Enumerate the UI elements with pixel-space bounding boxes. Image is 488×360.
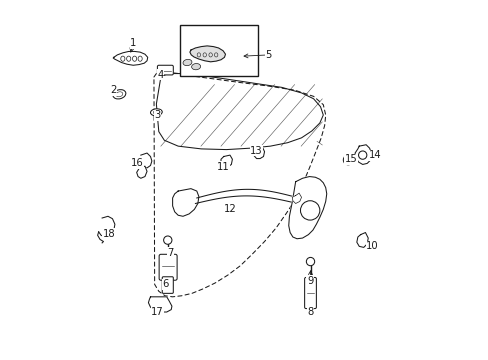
Text: 14: 14 xyxy=(368,150,381,160)
Polygon shape xyxy=(138,153,152,168)
Ellipse shape xyxy=(183,59,192,66)
Ellipse shape xyxy=(132,56,136,61)
Circle shape xyxy=(343,155,352,165)
Ellipse shape xyxy=(208,53,212,57)
Circle shape xyxy=(358,151,366,159)
Text: 12: 12 xyxy=(223,204,236,214)
Text: 6: 6 xyxy=(162,279,168,289)
Text: 8: 8 xyxy=(306,307,313,317)
Ellipse shape xyxy=(138,56,142,61)
Ellipse shape xyxy=(121,56,124,61)
Circle shape xyxy=(306,257,314,266)
Polygon shape xyxy=(113,51,147,65)
Ellipse shape xyxy=(214,53,218,57)
Text: 5: 5 xyxy=(265,50,271,60)
Polygon shape xyxy=(288,176,326,239)
Circle shape xyxy=(300,201,319,220)
Text: 4: 4 xyxy=(158,69,163,80)
Ellipse shape xyxy=(116,92,122,97)
FancyBboxPatch shape xyxy=(159,254,177,280)
Polygon shape xyxy=(99,216,115,237)
Ellipse shape xyxy=(150,109,162,116)
Ellipse shape xyxy=(113,90,125,99)
Polygon shape xyxy=(221,155,232,167)
FancyBboxPatch shape xyxy=(304,278,316,309)
Ellipse shape xyxy=(203,53,206,57)
Polygon shape xyxy=(189,46,225,62)
Ellipse shape xyxy=(126,56,130,61)
Text: 7: 7 xyxy=(167,248,173,257)
FancyBboxPatch shape xyxy=(162,277,173,293)
Polygon shape xyxy=(254,147,264,158)
Text: 16: 16 xyxy=(131,158,143,168)
Text: 11: 11 xyxy=(216,162,229,172)
Text: 17: 17 xyxy=(151,307,163,317)
Polygon shape xyxy=(136,166,147,178)
Text: 9: 9 xyxy=(306,276,313,286)
FancyBboxPatch shape xyxy=(157,65,173,75)
Text: 10: 10 xyxy=(366,241,378,251)
Polygon shape xyxy=(172,189,199,216)
Text: 18: 18 xyxy=(102,229,115,239)
Polygon shape xyxy=(292,193,301,203)
Polygon shape xyxy=(148,297,172,312)
Text: 1: 1 xyxy=(130,39,136,49)
Text: 3: 3 xyxy=(154,110,160,120)
Circle shape xyxy=(163,236,172,244)
Ellipse shape xyxy=(191,63,200,70)
Polygon shape xyxy=(356,233,367,247)
Ellipse shape xyxy=(153,111,159,114)
Text: 2: 2 xyxy=(110,85,116,95)
Bar xyxy=(179,25,258,76)
Text: 13: 13 xyxy=(250,146,263,156)
Polygon shape xyxy=(354,145,371,165)
Text: 15: 15 xyxy=(344,154,357,164)
Ellipse shape xyxy=(197,53,200,57)
